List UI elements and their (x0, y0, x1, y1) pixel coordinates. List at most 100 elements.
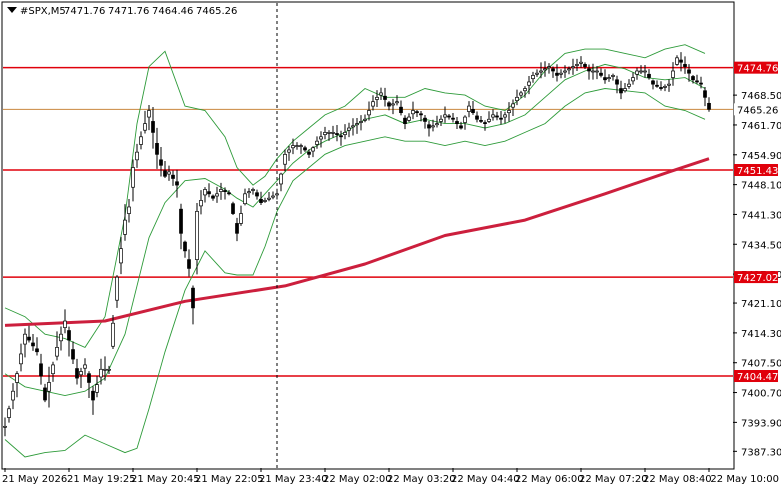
candle-body (199, 200, 203, 207)
candle-body (223, 190, 227, 192)
candle-body (243, 193, 247, 205)
candle-body (43, 387, 47, 401)
candle-body (595, 70, 599, 73)
candle-body (67, 330, 71, 341)
candle-body (351, 125, 355, 128)
level-label-0: 7474.76 (737, 64, 778, 75)
level-label-2: 7427.02 (737, 273, 778, 284)
candle-body (47, 382, 51, 392)
candle-body (307, 151, 311, 155)
level-label-3: 7404.47 (737, 372, 778, 383)
candle-body (147, 110, 151, 118)
candle-body (627, 83, 631, 87)
candle-body (63, 320, 67, 328)
candle-body (259, 198, 263, 203)
candle-body (295, 145, 299, 147)
candle-body (51, 364, 55, 375)
candle-body (487, 118, 491, 122)
candle-body (15, 373, 19, 383)
level-label-0-box (734, 61, 778, 74)
candle-body (263, 200, 267, 202)
y-tick-label: 7414.30 (741, 329, 781, 340)
candle-body (375, 96, 379, 100)
candle-body (535, 72, 539, 75)
candle-body (339, 135, 343, 138)
y-tick-label: 7421.10 (741, 299, 781, 310)
x-tick-label: 22 May 08:40 (643, 474, 712, 485)
candle-body (23, 333, 27, 345)
y-tick-label: 7441.30 (741, 210, 781, 221)
y-tick-label: 7468.50 (741, 91, 781, 102)
candle-body (107, 368, 111, 371)
candle-body (163, 170, 167, 177)
candle-body (383, 95, 387, 100)
candle-body (699, 82, 703, 85)
candle-body (99, 368, 103, 378)
bollinger-upper (4, 44, 706, 348)
candle-body (179, 208, 183, 234)
candle-body (91, 390, 95, 401)
candle-body (571, 66, 575, 69)
candle-body (459, 125, 463, 129)
candle-body (135, 151, 139, 161)
candle-body (643, 70, 647, 73)
x-tick-label: 21 May 19:25 (67, 474, 136, 485)
candle-body (483, 122, 487, 124)
x-tick-label: 22 May 10:00 (710, 474, 779, 485)
candle-body (403, 117, 407, 124)
header-open: 7471.76 (64, 6, 105, 17)
candle-body (119, 248, 123, 264)
candle-body (247, 191, 251, 194)
candle-body (35, 348, 39, 353)
support-resistance-levels (3, 66, 733, 377)
candle-body (371, 101, 375, 107)
candle-body (287, 149, 291, 153)
collapse-triangle-icon[interactable] (7, 7, 17, 13)
candle-body (175, 181, 179, 186)
candle-body (227, 192, 231, 195)
candle-body (675, 57, 679, 65)
candle-body (615, 79, 619, 85)
candle-body (691, 76, 695, 81)
candle-body (423, 117, 427, 122)
candle-body (123, 219, 127, 235)
candle-body (391, 103, 395, 106)
candle-body (159, 159, 163, 166)
candle-body (667, 83, 671, 86)
bollinger-middle (4, 63, 706, 397)
candle-body (559, 72, 563, 75)
candle-body (591, 70, 595, 73)
candle-body (319, 136, 323, 140)
candle-body (579, 61, 583, 64)
candle-body (463, 116, 467, 123)
candle-body (431, 125, 435, 128)
candle-body (279, 173, 283, 185)
candle-body (311, 147, 315, 152)
candle-body (507, 110, 511, 114)
candle-body (555, 72, 559, 76)
x-tick-label: 22 May 07:20 (579, 474, 648, 485)
level-label-1-box (734, 164, 778, 177)
candle-body (443, 114, 447, 118)
candle-body (647, 73, 651, 78)
candle-body (183, 241, 187, 252)
header-high: 7471.76 (108, 6, 149, 17)
candle-body (27, 336, 31, 341)
candle-body (419, 113, 423, 116)
candle-body (547, 66, 551, 69)
candle-body (95, 384, 99, 393)
candle-body (367, 110, 371, 116)
candle-body (471, 109, 475, 114)
candle-body (111, 322, 115, 347)
candle-body (139, 136, 143, 145)
candle-body (623, 88, 627, 92)
candle-body (219, 189, 223, 192)
candle-body (39, 363, 43, 377)
candles (3, 52, 711, 437)
y-tick-label: 7393.90 (741, 418, 781, 429)
x-tick-label: 21 May 2026 (2, 474, 67, 485)
candle-body (131, 167, 135, 188)
candle-body (583, 64, 587, 67)
